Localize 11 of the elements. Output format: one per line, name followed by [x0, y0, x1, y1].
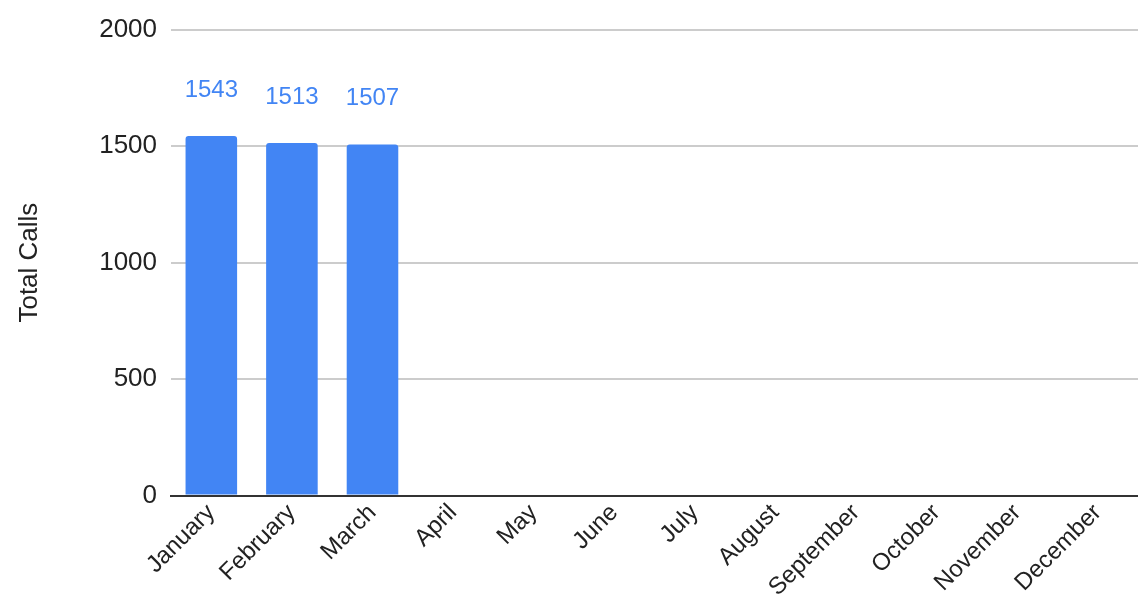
y-tick-label: 2000	[99, 12, 158, 43]
x-tick-label: May	[490, 497, 542, 550]
data-label: 1543	[184, 74, 239, 102]
x-tick-label: July	[653, 497, 704, 548]
y-tick-label: 500	[113, 362, 158, 393]
y-tick-label: 1000	[99, 245, 158, 276]
data-label: 1507	[345, 83, 400, 111]
data-label: 1513	[265, 81, 319, 109]
y-tick-label: 1500	[99, 129, 158, 160]
y-tick-label: 0	[142, 478, 158, 509]
y-axis-title: Total Calls	[12, 202, 43, 323]
